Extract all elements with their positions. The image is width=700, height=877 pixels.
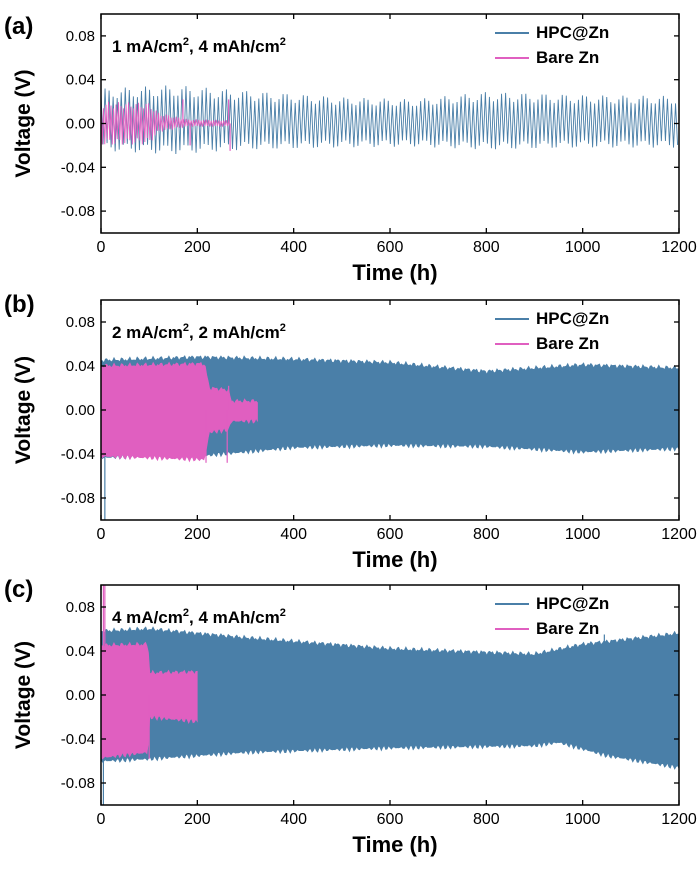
y-tick-label: 0.04: [66, 643, 95, 660]
legend-label: Bare Zn: [536, 334, 599, 353]
legend-label: HPC@Zn: [536, 23, 609, 42]
y-tick-label: -0.08: [61, 490, 95, 507]
series-trace: [101, 101, 231, 145]
x-tick-label: 200: [184, 239, 211, 256]
x-tick-label: 800: [473, 239, 500, 256]
y-axis-label: Voltage (V): [12, 356, 35, 464]
panel-b: 0 200 400 600 800 1000 1200 -0.08 -0.04 0.00 0.04 0…: [4, 291, 697, 572]
series-band: [101, 355, 679, 460]
y-tick-label: -0.04: [61, 731, 95, 748]
condition-text: 4 mA/cm: [112, 608, 183, 627]
condition-label: 2 mA/cm2, 2 mAh/cm2: [112, 322, 286, 342]
series-band: [101, 626, 679, 770]
legend-label: Bare Zn: [536, 619, 599, 638]
x-tick-label: 1200: [661, 811, 697, 828]
series-trace: [101, 85, 679, 155]
y-tick-label: -0.08: [61, 203, 95, 220]
y-tick-label: 0.00: [66, 116, 95, 133]
y-tick-label: 0.04: [66, 358, 95, 375]
x-tick-label: 400: [280, 526, 307, 543]
panel-label: (a): [4, 13, 33, 40]
legend-label: HPC@Zn: [536, 309, 609, 328]
panel-label: (b): [4, 291, 35, 318]
y-tick-label: 0.00: [66, 687, 95, 704]
panel-a: 0 200 400 600 800 1000 1200 -0.08 -0.04 0.00 0.04 0…: [4, 13, 697, 285]
x-tick-label: 1200: [661, 526, 697, 543]
plot-area: [101, 585, 679, 805]
x-tick-label: 600: [377, 811, 404, 828]
plot-area: [101, 85, 679, 155]
x-tick-label: 0: [97, 239, 106, 256]
x-tick-label: 1000: [565, 239, 601, 256]
condition-superscript: 2: [183, 607, 189, 619]
plot-area: [101, 355, 679, 520]
panel-label: (c): [4, 576, 33, 603]
condition-superscript: 2: [183, 322, 189, 334]
y-tick-label: 0.00: [66, 402, 95, 419]
y-tick-label: -0.04: [61, 446, 95, 463]
x-tick-label: 200: [184, 526, 211, 543]
condition-text: , 4 mAh/cm: [189, 608, 280, 627]
x-axis-label: Time (h): [352, 547, 437, 572]
x-tick-label: 0: [97, 811, 106, 828]
x-tick-label: 600: [377, 526, 404, 543]
condition-label: 4 mA/cm2, 4 mAh/cm2: [112, 607, 286, 627]
series-hpc-zn: [101, 85, 679, 155]
series-band: [101, 361, 258, 463]
y-tick-label: 0.08: [66, 314, 95, 331]
x-tick-label: 400: [280, 239, 307, 256]
y-axis-label: Voltage (V): [12, 69, 35, 177]
condition-superscript: 2: [280, 322, 286, 334]
x-tick-label: 400: [280, 811, 307, 828]
x-tick-label: 0: [97, 526, 106, 543]
x-tick-label: 600: [377, 239, 404, 256]
y-axis-label: Voltage (V): [12, 641, 35, 749]
series-bare-zn: [101, 585, 198, 760]
legend-label: Bare Zn: [536, 48, 599, 67]
condition-text: , 2 mAh/cm: [189, 323, 280, 342]
condition-text: 2 mA/cm: [112, 323, 183, 342]
x-tick-label: 1200: [661, 239, 697, 256]
y-tick-label: 0.08: [66, 599, 95, 616]
condition-label: 1 mA/cm2, 4 mAh/cm2: [112, 36, 286, 56]
x-axis-label: Time (h): [352, 260, 437, 285]
condition-superscript: 2: [280, 36, 286, 48]
y-tick-label: -0.08: [61, 775, 95, 792]
y-tick-label: 0.04: [66, 72, 95, 89]
condition-superscript: 2: [280, 607, 286, 619]
condition-text: 1 mA/cm: [112, 37, 183, 56]
x-tick-label: 800: [473, 811, 500, 828]
condition-text: , 4 mAh/cm: [189, 37, 280, 56]
x-tick-label: 1000: [565, 811, 601, 828]
y-tick-label: -0.04: [61, 159, 95, 176]
legend-label: HPC@Zn: [536, 594, 609, 613]
x-tick-label: 200: [184, 811, 211, 828]
x-tick-label: 1000: [565, 526, 601, 543]
series-hpc-zn: [101, 355, 679, 520]
y-tick-label: 0.08: [66, 28, 95, 45]
x-axis-label: Time (h): [352, 832, 437, 857]
series-bare-zn: [101, 361, 258, 463]
panel-c: 0 200 400 600 800 1000 1200 -0.08 -0.04 0.00 0.04 0…: [4, 576, 697, 857]
condition-superscript: 2: [183, 36, 189, 48]
x-tick-label: 800: [473, 526, 500, 543]
series-bare-zn: [101, 99, 231, 151]
